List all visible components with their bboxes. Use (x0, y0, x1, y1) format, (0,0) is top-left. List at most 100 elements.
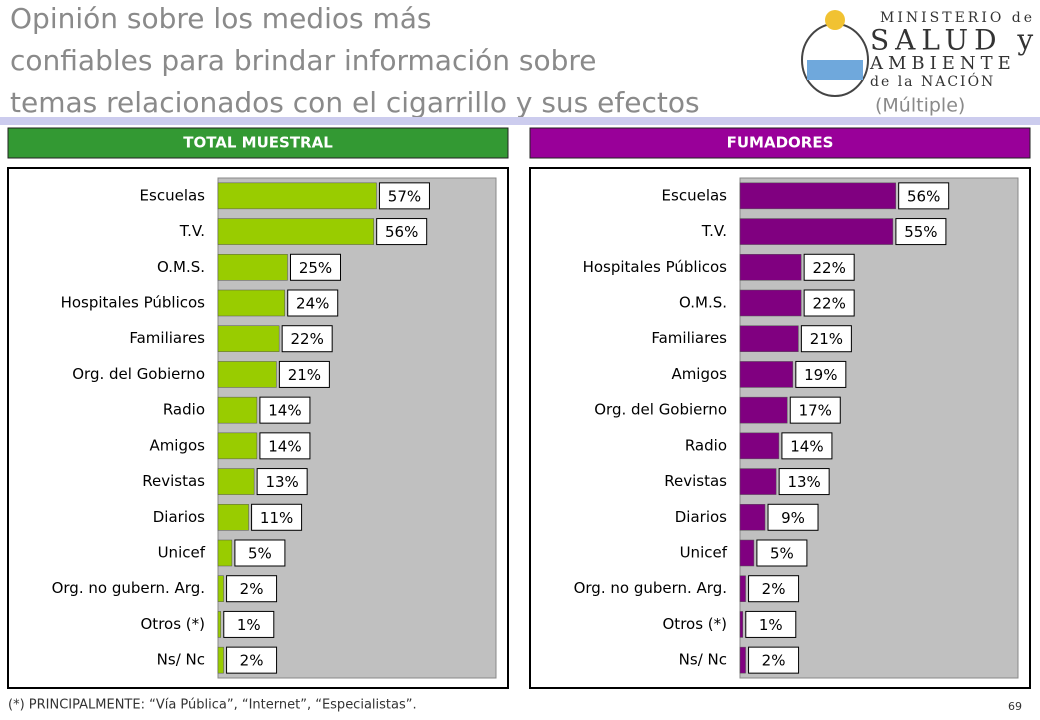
panel-header (7, 127, 509, 159)
value-box (281, 325, 333, 353)
value-box (898, 182, 950, 210)
bar (739, 289, 802, 317)
title-note: (Múltiple) (875, 95, 965, 117)
value-label: 22% (812, 259, 845, 277)
category-label: Amigos (149, 436, 205, 454)
bar (739, 396, 788, 424)
category-label: Amigos (671, 365, 727, 383)
value-label: 14% (268, 402, 301, 420)
category-label: Escuelas (662, 186, 728, 204)
category-label: Unicef (158, 544, 206, 562)
category-label: T.V. (701, 222, 727, 240)
category-label: Org. del Gobierno (594, 401, 727, 419)
bar (739, 218, 894, 245)
value-label: 14% (268, 437, 301, 455)
value-label: 2% (240, 580, 264, 598)
panel-title: FUMADORES (727, 134, 834, 152)
value-box (803, 289, 855, 317)
sun (825, 10, 845, 30)
bar (217, 182, 377, 210)
bar (739, 182, 896, 210)
value-box (259, 396, 311, 424)
value-box (223, 610, 275, 638)
bar (217, 432, 258, 460)
category-label: T.V. (179, 222, 205, 240)
value-label: 17% (799, 402, 832, 420)
value-label: 2% (240, 652, 264, 670)
logo-text: MINISTERIO de (880, 10, 1035, 26)
title: Opinión sobre los medios más confiables … (10, 2, 965, 119)
bar (739, 361, 794, 388)
title-line: temas relacionados con el cigarrillo y s… (10, 86, 700, 119)
page-number: 69 (1008, 700, 1022, 713)
value-box (226, 575, 278, 603)
logo-text: AMBIENTE (869, 53, 1016, 74)
bar (217, 504, 249, 531)
value-box (767, 503, 819, 531)
value-label: 56% (385, 223, 418, 241)
bar (217, 325, 280, 352)
value-box (803, 253, 855, 281)
bar (739, 254, 802, 281)
value-box (781, 432, 833, 460)
bar (217, 468, 255, 495)
title-line: confiables para brindar información sobr… (10, 44, 597, 77)
value-box (287, 289, 339, 317)
category-label: Familiares (129, 329, 205, 347)
value-box (278, 360, 330, 388)
category-label: O.M.S. (157, 258, 205, 276)
value-box (789, 396, 841, 424)
value-label: 2% (762, 580, 786, 598)
bar (739, 504, 766, 531)
bar (217, 539, 233, 567)
value-box (378, 182, 430, 210)
title-line: Opinión sobre los medios más (10, 2, 432, 35)
category-label: Hospitales Públicos (583, 258, 728, 276)
bar (739, 325, 799, 352)
value-box (290, 253, 341, 281)
bar (739, 432, 780, 460)
value-box (745, 610, 797, 638)
category-label: O.M.S. (679, 294, 727, 312)
value-label: 13% (787, 473, 820, 491)
value-label: 2% (762, 652, 786, 670)
bar (739, 468, 777, 495)
category-label: Org. no gubern. Arg. (574, 579, 727, 597)
category-label: Hospitales Públicos (61, 294, 206, 312)
footnote: (*) PRINCIPALMENTE: “Vía Pública”, “Inte… (8, 698, 417, 713)
panel-title: TOTAL MUESTRAL (183, 134, 333, 152)
band (0, 117, 1040, 125)
value-box (795, 360, 847, 388)
plot-area (739, 177, 1019, 679)
value-label: 55% (904, 223, 937, 241)
category-label: Radio (685, 436, 727, 454)
category-label: Escuelas (140, 186, 206, 204)
bar (739, 646, 746, 674)
value-box (748, 575, 800, 603)
value-box (800, 325, 852, 353)
value-label: 11% (260, 509, 293, 527)
category-label: Ns/ Nc (157, 651, 205, 669)
value-label: 5% (770, 545, 794, 563)
value-box (778, 468, 830, 496)
value-label: 14% (790, 437, 823, 455)
value-label: 57% (388, 187, 421, 205)
value-box (251, 503, 303, 531)
plot-area (217, 177, 497, 679)
category-label: Otros (*) (663, 615, 728, 633)
category-label: Org. del Gobierno (72, 365, 205, 383)
bar (217, 289, 285, 317)
value-label: 1% (237, 616, 261, 634)
value-label: 56% (907, 187, 940, 205)
category-label: Radio (163, 401, 205, 419)
bar (217, 254, 288, 281)
category-label: Unicef (680, 544, 728, 562)
emblem-lower (807, 60, 863, 80)
category-label: Revistas (142, 472, 205, 490)
value-label: 25% (299, 259, 332, 277)
value-label: 13% (265, 473, 298, 491)
value-label: 5% (248, 545, 272, 563)
value-label: 19% (804, 366, 837, 384)
